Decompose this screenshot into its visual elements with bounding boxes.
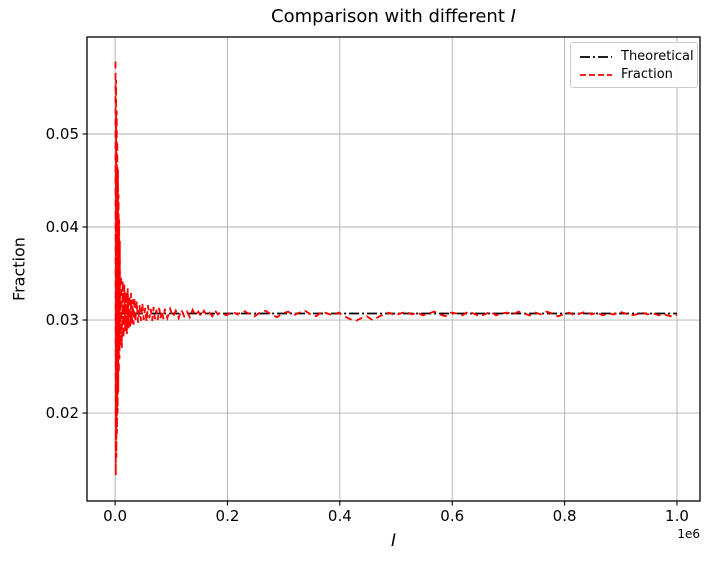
- x-tick-label: 1.0: [665, 507, 689, 525]
- legend: Theoretical Fraction: [570, 42, 698, 88]
- axes-frame: [86, 36, 701, 502]
- legend-item-theoretical: Theoretical: [579, 48, 694, 66]
- x-tick-label: 0.8: [553, 507, 577, 525]
- chart-title: Comparison with different I: [87, 6, 700, 27]
- dashed-line-icon: [580, 74, 612, 76]
- y-tick-label: 0.03: [46, 311, 79, 329]
- chart-title-text: Comparison with different: [271, 6, 511, 27]
- fraction-line: [114, 61, 678, 476]
- x-tick-label: 0.6: [440, 507, 464, 525]
- x-tick-label: 0.0: [103, 507, 127, 525]
- y-tick-label: 0.02: [46, 404, 79, 422]
- y-tick-label: 0.04: [46, 218, 79, 236]
- legend-item-fraction: Fraction: [579, 66, 689, 84]
- y-axis-label: Fraction: [9, 237, 29, 301]
- x-tick-label: 0.2: [216, 507, 240, 525]
- legend-label-fraction: Fraction: [621, 67, 673, 82]
- dashdot-line-icon: [580, 56, 612, 58]
- y-tick-label: 0.05: [46, 125, 79, 143]
- x-axis-offset-label: 1e6: [677, 527, 700, 541]
- legend-label-theoretical: Theoretical: [621, 49, 694, 64]
- x-tick-label: 0.4: [328, 507, 352, 525]
- x-axis-label: I: [390, 531, 396, 551]
- chart-title-variable: I: [510, 6, 516, 27]
